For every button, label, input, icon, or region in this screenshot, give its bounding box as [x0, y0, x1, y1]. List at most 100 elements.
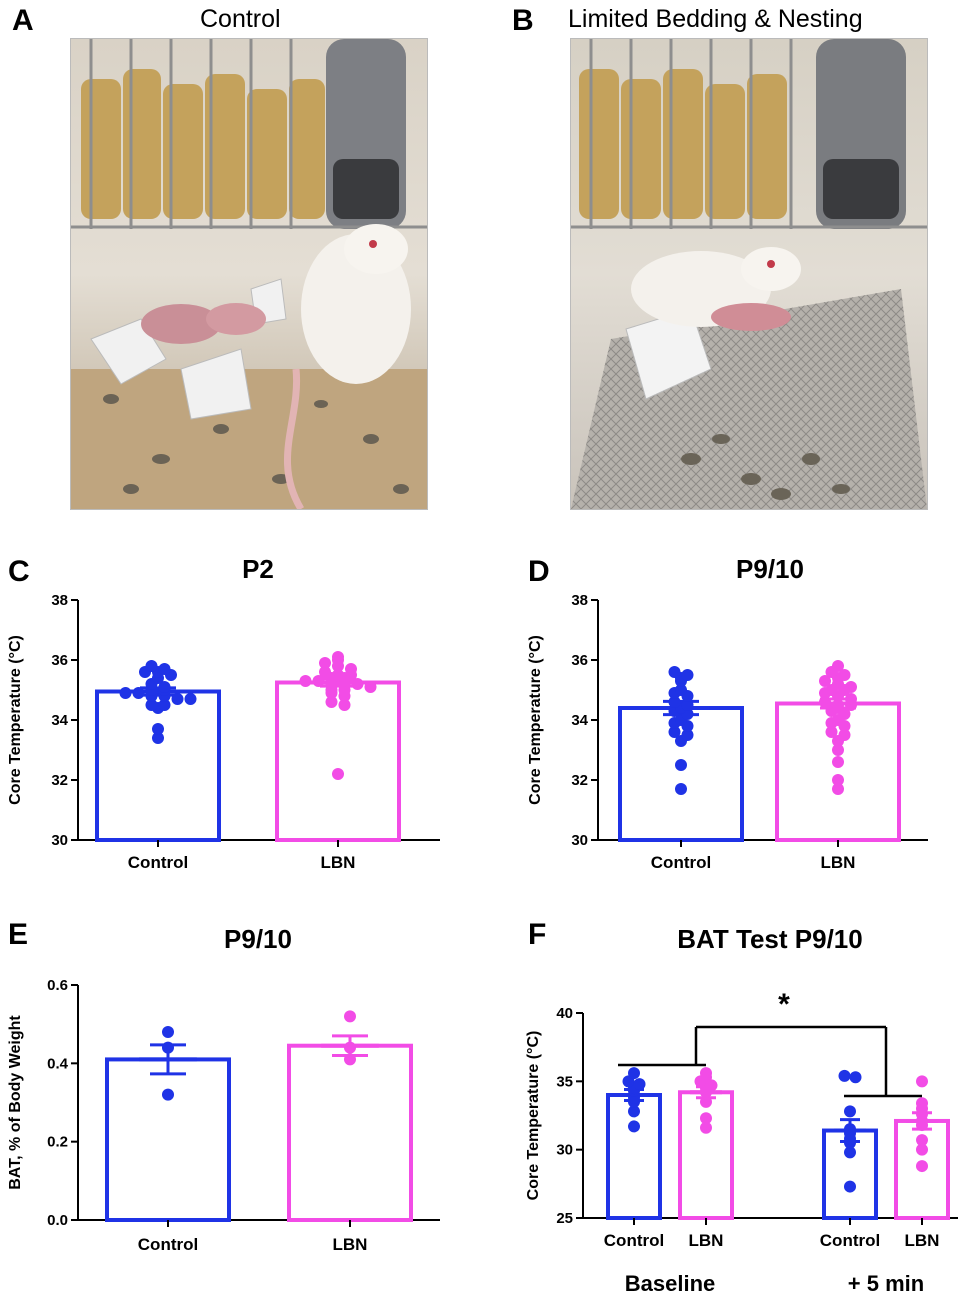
data-point — [171, 693, 184, 705]
y-tick-label: 0.4 — [47, 1055, 69, 1072]
data-point — [700, 1112, 712, 1125]
y-tick-label: 35 — [556, 1073, 573, 1090]
y-tick-label: 30 — [571, 832, 588, 849]
data-point — [332, 669, 344, 681]
y-tick-label: 36 — [51, 652, 68, 669]
y-axis-label: Core Temperature (°C) — [525, 1031, 542, 1201]
data-point — [119, 687, 132, 699]
data-point — [344, 1053, 356, 1066]
data-point — [849, 1071, 862, 1084]
y-tick-label: 32 — [571, 772, 588, 789]
data-point — [325, 696, 338, 708]
data-point — [152, 732, 164, 744]
group-label-baseline: Baseline — [625, 1271, 716, 1296]
data-point — [145, 660, 158, 672]
bar-control — [105, 1057, 231, 1222]
chart-c-p2: P2 Core Temperature (°C) 30 32 34 36 38 Control… — [7, 554, 440, 872]
data-point — [332, 651, 344, 663]
chart-title: P9/10 — [224, 924, 292, 954]
y-tick-label: 36 — [571, 652, 588, 669]
data-point — [145, 699, 158, 711]
data-point — [844, 1180, 856, 1193]
data-point — [364, 681, 377, 693]
panel-letter-b: B — [512, 4, 534, 37]
panel-letter-a: A — [12, 4, 34, 37]
x-tick-label: LBN — [821, 853, 856, 872]
data-point — [351, 678, 364, 690]
data-point — [158, 663, 171, 675]
data-point — [916, 1143, 928, 1156]
data-point — [312, 675, 325, 687]
data-point — [832, 744, 844, 756]
data-point — [628, 1067, 640, 1080]
y-tick-label: 34 — [51, 712, 68, 729]
x-tick-label: LBN — [333, 1235, 368, 1254]
data-point — [675, 684, 687, 696]
chart-e-bat-weight: P9/10 BAT, % of Body Weight 0.0 0.2 0.4 0.6 Co… — [7, 924, 440, 1254]
data-point — [819, 696, 831, 708]
data-point — [825, 726, 838, 738]
x-tick-label: LBN — [689, 1231, 724, 1250]
data-point — [700, 1121, 712, 1134]
y-tick-label: 30 — [556, 1142, 573, 1159]
data-point — [838, 729, 851, 741]
data-point — [338, 699, 351, 711]
data-point — [819, 675, 831, 687]
data-point — [916, 1134, 928, 1147]
x-tick-label: Control — [604, 1231, 664, 1250]
chart-title: P2 — [242, 554, 274, 584]
bar-control — [618, 706, 744, 842]
data-point — [832, 756, 844, 768]
data-point — [299, 675, 312, 687]
y-tick-label: 32 — [51, 772, 68, 789]
data-point — [832, 774, 844, 786]
photo-title-control: Control — [200, 5, 281, 33]
y-tick-label: 0.6 — [47, 977, 68, 994]
chart-d-p9-10: P9/10 Core Temperature (°C) 30 32 34 36 38 Cont… — [527, 554, 928, 872]
y-tick-label: 34 — [571, 712, 588, 729]
y-tick-label: 38 — [571, 592, 588, 609]
data-point — [700, 1067, 712, 1080]
data-point — [633, 1078, 646, 1091]
data-point — [681, 669, 694, 681]
bar-lbn — [275, 680, 401, 842]
x-tick-label: Control — [651, 853, 711, 872]
data-point — [132, 687, 145, 699]
data-point — [344, 1041, 356, 1054]
data-point — [675, 759, 687, 771]
x-tick-label: LBN — [905, 1231, 940, 1250]
data-point — [162, 1041, 174, 1054]
data-point — [844, 1123, 856, 1136]
data-point — [675, 783, 687, 795]
data-point — [162, 1088, 174, 1101]
photo-title-lbn: Limited Bedding & Nesting — [568, 5, 863, 33]
data-point — [668, 726, 681, 738]
y-tick-label: 0.0 — [47, 1212, 68, 1229]
bar-lbn — [287, 1043, 413, 1222]
panel-letter-d: D — [528, 555, 550, 588]
y-tick-label: 30 — [51, 832, 68, 849]
data-point — [916, 1160, 928, 1173]
data-point — [332, 768, 344, 780]
panel-letter-e: E — [8, 918, 29, 951]
data-point — [668, 696, 681, 708]
y-tick-label: 38 — [51, 592, 68, 609]
data-point — [628, 1120, 640, 1133]
chart-title: P9/10 — [736, 554, 804, 584]
data-point — [184, 693, 197, 705]
data-point — [162, 1026, 174, 1038]
x-tick-label: LBN — [321, 853, 356, 872]
y-axis-label: Core Temperature (°C) — [7, 635, 24, 805]
y-axis-label: BAT, % of Body Weight — [7, 1015, 24, 1190]
data-point — [681, 729, 694, 741]
data-point — [681, 699, 694, 711]
data-point — [845, 681, 857, 693]
data-point — [319, 657, 331, 669]
data-point — [628, 1105, 640, 1118]
data-point — [345, 663, 357, 675]
group-label-5min: + 5 min — [848, 1271, 924, 1296]
x-tick-label: Control — [820, 1231, 880, 1250]
data-point — [844, 1105, 856, 1118]
control-cage-photo — [70, 38, 428, 510]
x-tick-label: Control — [128, 853, 188, 872]
